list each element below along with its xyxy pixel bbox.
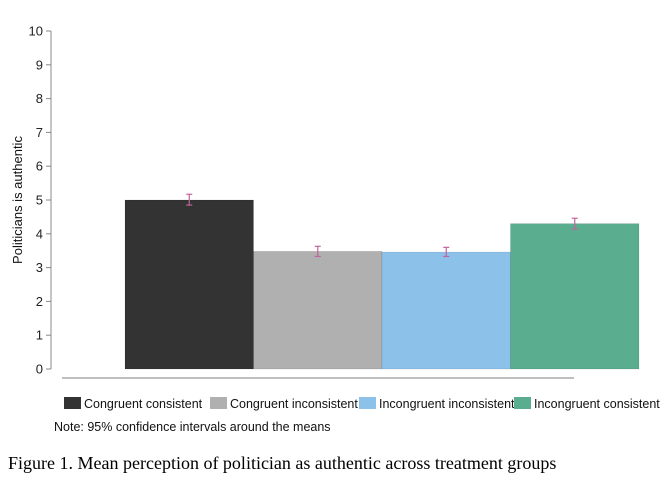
y-tick-label: 7 [36, 125, 43, 140]
bar [124, 199, 254, 370]
figure-caption: Figure 1. Mean perception of politician … [8, 453, 556, 473]
bar [381, 251, 511, 370]
y-tick-label: 5 [36, 193, 43, 208]
legend-label: Incongruent consistent [534, 397, 660, 411]
bars [124, 199, 640, 370]
legend: Congruent consistent Congruent inconsiste… [64, 397, 660, 411]
legend-swatch [359, 397, 376, 409]
y-axis: 0 1 2 3 4 5 6 7 8 9 10 [29, 24, 52, 377]
y-tick-label: 4 [36, 226, 43, 241]
legend-swatch [514, 397, 531, 409]
y-tick-label: 10 [29, 24, 43, 39]
legend-swatch [210, 397, 227, 409]
legend-swatch [64, 397, 81, 409]
legend-label: Congruent inconsistent [230, 397, 358, 411]
chart-note: Note: 95% confidence intervals around th… [54, 420, 331, 434]
y-tick-label: 3 [36, 260, 43, 275]
bar [510, 223, 640, 370]
bar [253, 251, 383, 370]
y-axis-label: Politicians is authentic [10, 136, 25, 264]
legend-label: Congruent consistent [84, 397, 203, 411]
y-tick-label: 6 [36, 159, 43, 174]
legend-label: Incongruent inconsistent [379, 397, 515, 411]
y-tick-label: 0 [36, 362, 43, 377]
y-tick-label: 1 [36, 328, 43, 343]
y-tick-label: 8 [36, 91, 43, 106]
y-tick-label: 9 [36, 57, 43, 72]
y-tick-label: 2 [36, 294, 43, 309]
error-bars [186, 193, 578, 258]
